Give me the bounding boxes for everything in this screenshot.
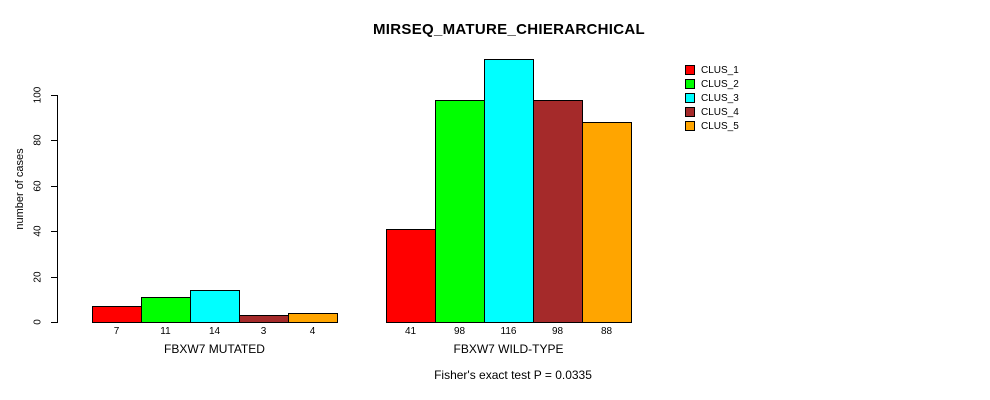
bar-clus_2 <box>435 100 485 323</box>
legend-item: CLUS_4 <box>685 105 739 119</box>
legend-label: CLUS_1 <box>701 64 739 76</box>
legend-item: CLUS_5 <box>685 119 739 133</box>
y-axis-tick <box>51 231 57 232</box>
y-axis-tick <box>51 322 57 323</box>
group-label: FBXW7 MUTATED <box>164 342 265 356</box>
bar-clus_5 <box>582 122 632 323</box>
y-axis-tick-label: 40 <box>32 225 44 237</box>
y-axis-tick-label: 80 <box>32 134 44 146</box>
annotation-fishers-test: Fisher's exact test P = 0.0335 <box>434 368 592 382</box>
legend-label: CLUS_2 <box>701 78 739 90</box>
y-axis-title: number of cases <box>14 148 26 230</box>
legend-item: CLUS_2 <box>685 77 739 91</box>
bar-value-label: 98 <box>551 326 564 337</box>
legend-swatch-clus_1 <box>685 65 695 75</box>
y-axis-line <box>57 95 58 323</box>
bar-value-label: 116 <box>500 326 517 337</box>
y-axis-tick <box>51 186 57 187</box>
bar-value-label: 4 <box>309 326 316 337</box>
bar-clus_1 <box>92 306 142 323</box>
bar-value-label: 98 <box>453 326 466 337</box>
bar-value-label: 11 <box>160 326 171 337</box>
bar-clus_3 <box>484 59 534 323</box>
y-axis-tick-label: 0 <box>32 319 44 325</box>
legend-swatch-clus_5 <box>685 121 695 131</box>
legend-label: CLUS_3 <box>701 92 739 104</box>
legend-label: CLUS_5 <box>701 120 739 132</box>
bar-clus_2 <box>141 297 191 323</box>
legend-swatch-clus_2 <box>685 79 695 89</box>
legend: CLUS_1 CLUS_2 CLUS_3 CLUS_4 CLUS_5 <box>685 63 739 133</box>
bar-value-label: 41 <box>404 326 417 337</box>
bar-clus_4 <box>533 100 583 323</box>
bar-clus_5 <box>288 313 338 323</box>
legend-label: CLUS_4 <box>701 106 739 118</box>
bar-clus_4 <box>239 315 289 323</box>
y-axis-tick-label: 100 <box>32 86 44 104</box>
y-axis-tick-label: 60 <box>32 180 44 192</box>
bar-clus_1 <box>386 229 436 323</box>
group-label: FBXW7 WILD-TYPE <box>453 342 564 356</box>
y-axis-tick <box>51 95 57 96</box>
bar-value-label: 3 <box>260 326 267 337</box>
y-axis-tick-label: 20 <box>32 271 44 283</box>
legend-swatch-clus_3 <box>685 93 695 103</box>
chart-title: MIRSEQ_MATURE_CHIERARCHICAL <box>373 21 645 38</box>
legend-item: CLUS_1 <box>685 63 739 77</box>
y-axis-tick <box>51 140 57 141</box>
bar-clus_3 <box>190 290 240 323</box>
legend-swatch-clus_4 <box>685 107 695 117</box>
bar-value-label: 88 <box>600 326 613 337</box>
bar-value-label: 7 <box>113 326 120 337</box>
bar-value-label: 14 <box>208 326 221 337</box>
y-axis-tick <box>51 277 57 278</box>
legend-item: CLUS_3 <box>685 91 739 105</box>
